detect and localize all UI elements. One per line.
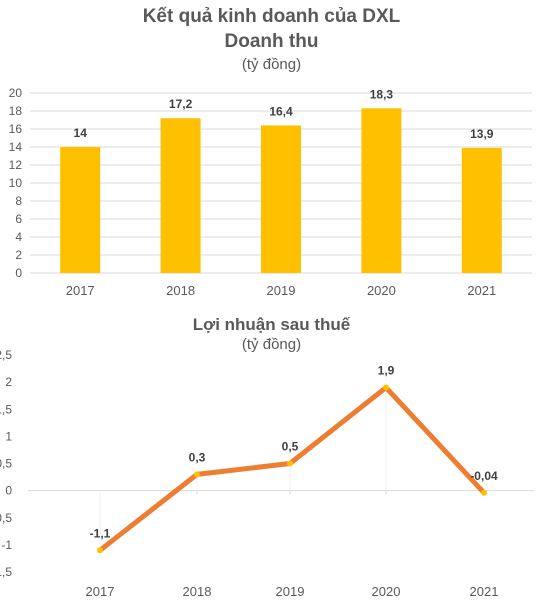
revenue-y-tick-label: 2 bbox=[15, 248, 22, 262]
revenue-data-label: 17,2 bbox=[169, 97, 193, 111]
revenue-x-tick-label: 2017 bbox=[66, 283, 95, 298]
revenue-x-tick-label: 2019 bbox=[267, 283, 296, 298]
profit-data-label: 1,9 bbox=[378, 364, 395, 378]
revenue-unit-label: (tỷ đồng) bbox=[241, 56, 302, 73]
revenue-x-tick-label: 2021 bbox=[467, 283, 496, 298]
profit-unit-label: (tỷ đồng) bbox=[241, 336, 302, 353]
profit-y-tick-label: 1 bbox=[5, 429, 12, 443]
profit-series-line bbox=[97, 385, 487, 553]
profit-point bbox=[97, 547, 103, 554]
profit-x-tick-label: 2021 bbox=[470, 584, 499, 599]
profit-y-tick-label: 0 bbox=[5, 484, 12, 498]
revenue-y-tick-label: 6 bbox=[15, 212, 22, 226]
revenue-bar bbox=[461, 147, 502, 273]
revenue-bar bbox=[361, 108, 402, 273]
profit-data-label: 0,3 bbox=[189, 450, 206, 464]
profit-x-tick-label: 2018 bbox=[183, 584, 212, 599]
revenue-bar bbox=[60, 147, 101, 273]
revenue-data-label: 14 bbox=[74, 126, 88, 140]
revenue-y-tick-label: 14 bbox=[9, 140, 23, 154]
revenue-x-tick-label: 2020 bbox=[367, 283, 396, 298]
revenue-x-tick-label: 2018 bbox=[166, 283, 195, 298]
profit-y-tick-label: 2,5 bbox=[0, 348, 12, 362]
profit-y-tick-label: 0,5 bbox=[0, 457, 12, 471]
profit-x-tick-label: 2017 bbox=[86, 584, 115, 599]
revenue-y-tick-label: 12 bbox=[9, 158, 23, 172]
revenue-y-tick-label: 4 bbox=[15, 230, 22, 244]
profit-point bbox=[194, 471, 200, 478]
profit-point bbox=[383, 384, 389, 391]
revenue-data-label: 13,9 bbox=[470, 127, 494, 141]
profit-data-label: -0,04 bbox=[470, 469, 498, 483]
chart-title: Kết quả kinh doanh của DXL bbox=[142, 6, 401, 27]
revenue-y-tick-label: 10 bbox=[9, 176, 23, 190]
revenue-y-tick-label: 18 bbox=[9, 104, 23, 118]
revenue-y-tick-label: 0 bbox=[15, 266, 22, 280]
revenue-subtitle: Doanh thu bbox=[224, 31, 319, 52]
profit-y-tick-label: 2 bbox=[5, 375, 12, 389]
revenue-data-label: 16,4 bbox=[269, 104, 293, 118]
profit-x-tick-label: 2019 bbox=[276, 584, 305, 599]
revenue-y-tick-label: 16 bbox=[9, 122, 23, 136]
profit-point bbox=[481, 489, 487, 496]
profit-y-tick-label: -1,5 bbox=[0, 565, 12, 579]
profit-data-label: 0,5 bbox=[282, 440, 299, 454]
profit-y-tick-label: -1 bbox=[1, 538, 12, 552]
profit-data-label: -1,1 bbox=[90, 526, 111, 540]
profit-x-tick-label: 2020 bbox=[372, 584, 401, 599]
profit-y-tick-label: -0,5 bbox=[0, 511, 12, 525]
revenue-y-tick-label: 8 bbox=[15, 194, 22, 208]
revenue-bar bbox=[160, 118, 201, 273]
revenue-bar bbox=[261, 125, 301, 274]
revenue-data-label: 18,3 bbox=[370, 87, 394, 101]
revenue-y-tick-label: 20 bbox=[9, 86, 23, 100]
profit-chart-title: Lợi nhuận sau thuế bbox=[192, 315, 351, 334]
profit-y-tick-label: 1,5 bbox=[0, 402, 12, 416]
profit-point bbox=[287, 460, 293, 467]
